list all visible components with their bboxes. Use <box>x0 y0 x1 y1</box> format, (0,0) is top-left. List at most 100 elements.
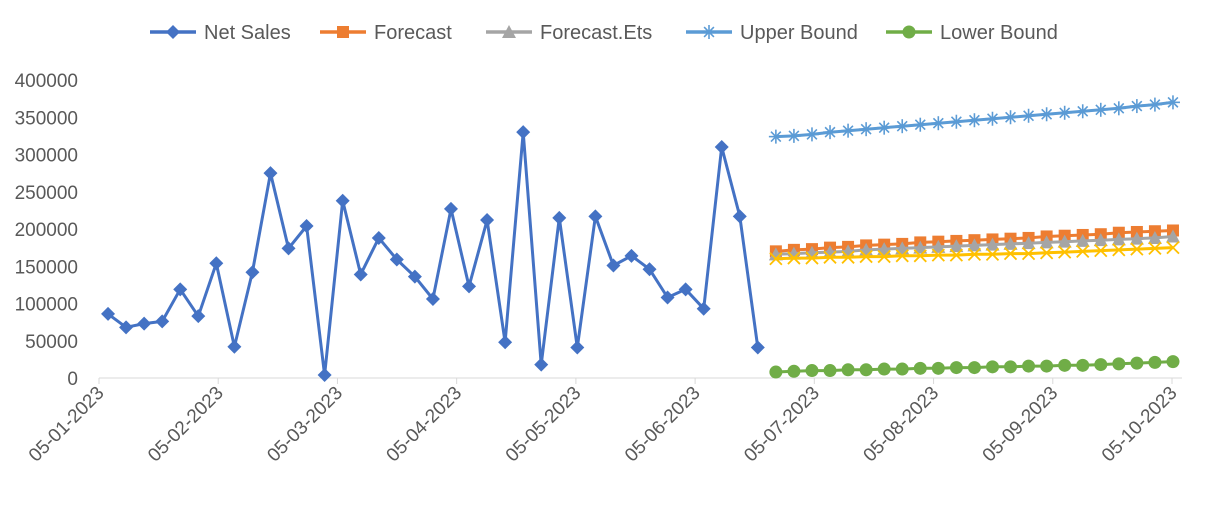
data-point <box>696 301 711 316</box>
data-point <box>263 166 278 181</box>
data-point <box>155 314 170 329</box>
data-point <box>1165 95 1180 110</box>
data-point <box>1003 246 1018 261</box>
data-point <box>480 213 495 228</box>
data-point <box>678 282 693 297</box>
legend: Net Sales Forecast Forecast.Ets Upper Bound… <box>150 22 1058 44</box>
series-net-sales <box>101 125 765 383</box>
data-point <box>913 240 928 254</box>
data-point <box>1075 233 1090 247</box>
data-point <box>281 241 296 256</box>
x-tick-label: 05-06-2023 <box>621 383 705 467</box>
data-point <box>1093 233 1108 247</box>
data-point <box>895 362 909 376</box>
data-point <box>425 292 440 307</box>
data-point <box>1021 108 1036 123</box>
data-point <box>841 363 855 377</box>
legend-marker <box>702 25 716 39</box>
y-tick-label: 350000 <box>15 108 78 129</box>
data-point <box>859 363 873 377</box>
legend-marker <box>902 25 916 39</box>
data-point <box>1039 107 1054 122</box>
x-tick-label: 05-09-2023 <box>979 383 1063 467</box>
plot-area <box>101 95 1180 383</box>
data-point <box>913 117 928 132</box>
legend-item-lower-bound: Lower Bound <box>886 22 1058 44</box>
data-point <box>931 116 946 131</box>
data-point <box>137 316 152 331</box>
data-point <box>1039 235 1054 249</box>
data-point <box>1057 105 1072 120</box>
data-point <box>570 340 585 355</box>
series-series-3 <box>769 240 1180 266</box>
data-point <box>967 361 981 375</box>
legend-label: Upper Bound <box>740 22 858 44</box>
data-point <box>245 265 260 280</box>
data-point <box>805 364 819 378</box>
data-point <box>877 120 892 135</box>
data-point <box>714 140 729 155</box>
y-tick-label: 100000 <box>15 295 78 316</box>
data-point <box>1003 110 1018 125</box>
data-point <box>606 258 621 273</box>
data-point <box>1111 232 1126 246</box>
x-tick-label: 05-10-2023 <box>1098 383 1182 467</box>
data-point <box>1004 360 1018 374</box>
data-point <box>317 368 332 383</box>
data-point <box>931 361 945 375</box>
data-point <box>588 209 603 224</box>
data-point <box>1003 236 1018 250</box>
data-point <box>1058 245 1072 259</box>
legend-item-net-sales: Net Sales <box>150 22 291 44</box>
data-point <box>823 250 837 264</box>
data-point <box>750 340 765 355</box>
data-point <box>1130 356 1144 370</box>
data-point <box>660 290 675 305</box>
y-tick-label: 150000 <box>15 257 78 278</box>
legend-marker <box>502 25 516 38</box>
data-point <box>1076 244 1090 258</box>
data-point <box>119 320 134 335</box>
data-point <box>949 239 964 253</box>
data-point <box>913 361 927 375</box>
data-point <box>895 119 910 134</box>
x-tick-label: 05-04-2023 <box>383 383 467 467</box>
data-point <box>967 238 982 252</box>
data-point <box>931 239 946 253</box>
data-point <box>443 201 458 216</box>
data-point <box>859 122 874 137</box>
data-point <box>786 128 801 143</box>
x-tick-label: 05-03-2023 <box>263 383 347 467</box>
data-point <box>985 237 1000 251</box>
data-point <box>1076 358 1090 372</box>
data-point <box>534 357 549 372</box>
data-point <box>1039 246 1054 260</box>
y-tick-label: 400000 <box>15 71 78 92</box>
series-line <box>107 130 760 377</box>
data-point <box>805 251 819 265</box>
data-point <box>967 247 982 261</box>
data-point <box>985 360 999 374</box>
legend-label: Net Sales <box>204 22 291 44</box>
data-point <box>371 230 386 245</box>
data-point <box>768 247 783 261</box>
legend-label: Forecast <box>374 22 452 44</box>
data-point <box>786 246 801 260</box>
data-point <box>769 365 783 379</box>
data-point <box>642 262 657 277</box>
legend-label: Lower Bound <box>940 22 1058 44</box>
data-point <box>209 256 224 271</box>
data-point <box>173 282 188 297</box>
data-point <box>1129 99 1144 114</box>
data-point <box>841 123 856 138</box>
data-point <box>949 248 964 262</box>
data-point <box>804 127 819 142</box>
data-point <box>1094 358 1108 372</box>
data-point <box>949 114 964 129</box>
data-point <box>1166 240 1180 255</box>
axes: 0 50000 100000 150000 200000 250000 300000 3500… <box>15 71 1182 466</box>
data-point <box>1111 101 1126 116</box>
data-point <box>913 249 927 263</box>
data-point <box>732 209 747 224</box>
